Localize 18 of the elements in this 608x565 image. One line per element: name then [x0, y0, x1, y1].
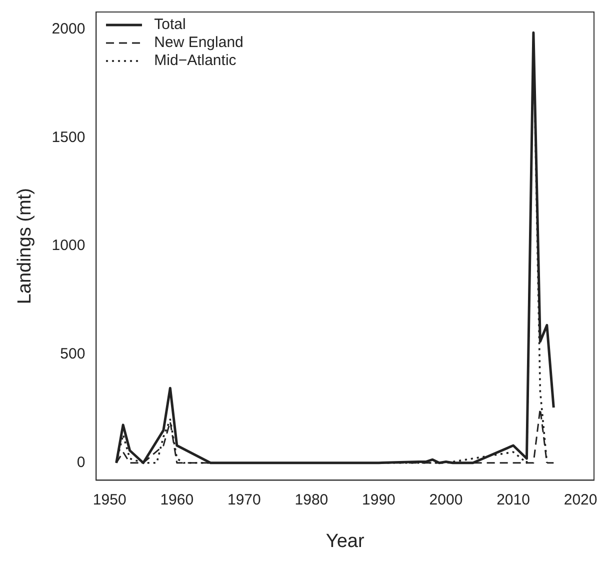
legend-label: Mid−Atlantic	[154, 52, 236, 70]
legend-label: Total	[154, 16, 186, 34]
x-tick-label: 2010	[496, 491, 530, 508]
x-tick-label: 1980	[294, 491, 328, 508]
legend-label: New England	[154, 34, 244, 52]
y-tick-label: 1000	[52, 237, 86, 254]
x-tick-label: 1970	[227, 491, 261, 508]
x-tick-label: 2020	[564, 491, 598, 508]
y-tick-label: 0	[76, 454, 86, 471]
x-tick-label: 1990	[362, 491, 396, 508]
y-tick-label: 1500	[52, 128, 86, 146]
y-axis-title: Landings (mt)	[14, 188, 36, 304]
x-axis-title: Year	[326, 530, 365, 552]
y-tick-label: 500	[60, 346, 86, 363]
x-tick-label: 1960	[160, 491, 194, 508]
x-tick-label: 1950	[92, 491, 126, 508]
x-tick-label: 2000	[429, 491, 463, 508]
y-tick-label: 2000	[52, 20, 86, 38]
